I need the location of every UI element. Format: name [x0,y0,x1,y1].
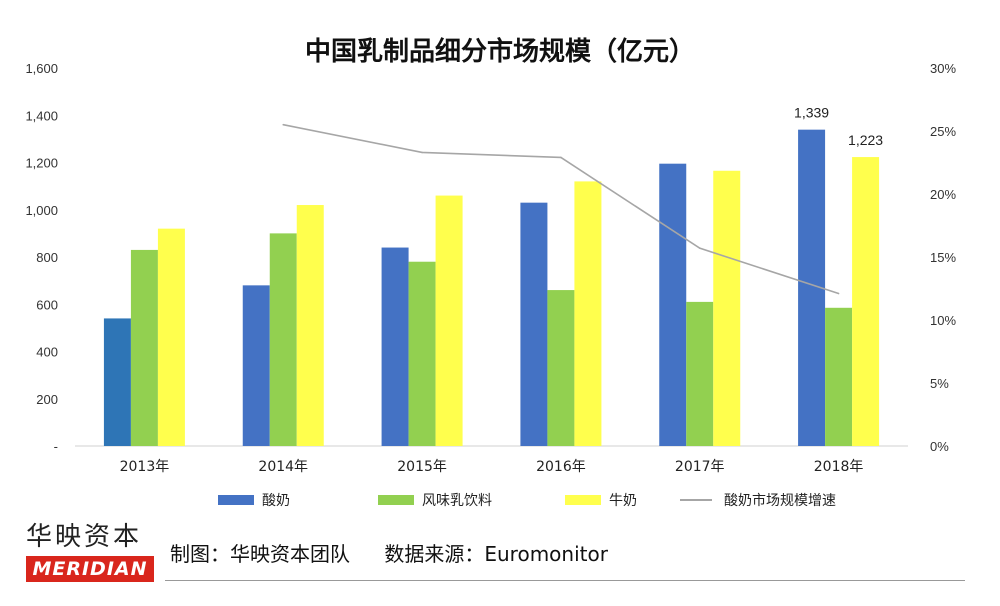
growth-line-point [282,123,285,126]
legend-label: 酸奶市场规模增速 [724,492,836,509]
bar-牛奶-2015年 [435,195,463,446]
y-left-tick-label: 1,400 [25,108,58,123]
growth-line-point [698,247,701,249]
y-right-tick-label: 10% [930,313,956,328]
x-tick-label: 2013年 [120,459,170,475]
y-right-tick-label: 15% [930,250,956,265]
legend-label: 牛奶 [609,493,637,509]
legend-label: 风味乳饮料 [422,493,492,509]
y-left-tick-label: 1,000 [25,203,58,218]
x-tick-label: 2015年 [397,459,447,475]
y-right-tick-label: 25% [930,124,956,139]
bar-酸奶-2014年 [242,285,270,446]
logo-english: MERIDIAN [26,556,154,582]
chart-title: 中国乳制品细分市场规模（亿元） [305,36,695,67]
data-label: 1,339 [794,105,829,121]
bar-风味乳饮料-2016年 [547,290,575,446]
bar-牛奶-2018年 [852,157,880,446]
bar-风味乳饮料-2017年 [686,301,714,446]
x-tick-label: 2016年 [536,459,586,475]
legend: 酸奶 风味乳饮料 牛奶 酸奶市场规模增速 [218,492,836,509]
legend-swatch [218,495,254,505]
bar-风味乳饮料-2018年 [825,307,853,446]
y-right-tick-label: 30% [930,61,956,76]
bar-牛奶-2016年 [574,181,602,446]
y-axis-left: - 200 400 600 800 1,000 1,200 1,400 1,600 [25,61,58,454]
growth-line-point [560,156,562,159]
data-labels: 1,339 1,223 [794,105,883,148]
bar-风味乳饮料-2015年 [408,261,436,446]
meridian-logo: 华映资本 MERIDIAN [26,522,158,582]
y-right-tick-label: 5% [930,376,949,391]
logo-chinese: 华映资本 [26,522,143,552]
bar-牛奶-2017年 [713,170,741,447]
y-left-tick-label: 1,600 [25,61,58,76]
legend-swatch [378,495,414,505]
growth-line [282,123,840,295]
y-right-tick-label: 20% [930,187,956,202]
legend-swatch [565,495,601,505]
x-tick-label: 2014年 [258,459,308,475]
bar-酸奶-2013年 [103,318,131,446]
footer: 制图：华映资本团队 数据来源：Euromonitor [170,538,636,567]
growth-line-point [837,292,840,295]
y-left-tick-label: - [54,439,58,454]
data-label: 1,223 [848,132,883,148]
bar-风味乳饮料-2013年 [130,249,158,446]
bar-牛奶-2013年 [157,228,185,446]
footer-credit: 制图：华映资本团队 [170,542,350,566]
growth-line-path [283,123,839,295]
bars [103,129,880,447]
bar-酸奶-2017年 [659,163,687,446]
y-left-tick-label: 1,200 [25,156,58,171]
legend-label: 酸奶 [262,493,290,509]
y-axis-right: 0% 5% 10% 15% 20% 25% 30% [930,61,956,454]
y-left-tick-label: 600 [36,297,58,312]
bar-酸奶-2016年 [520,202,548,446]
bar-牛奶-2014年 [296,205,324,446]
y-left-tick-label: 200 [36,392,58,407]
x-tick-label: 2017年 [675,459,725,475]
footer-source: 数据来源：Euromonitor [384,542,608,566]
growth-line-point [421,151,423,154]
x-tick-label: 2018年 [814,459,864,475]
bar-酸奶-2015年 [381,247,409,446]
y-left-tick-label: 800 [36,250,58,265]
y-right-tick-label: 0% [930,439,949,454]
bar-风味乳饮料-2014年 [269,233,297,446]
footer-divider [165,580,965,581]
y-left-tick-label: 400 [36,345,58,360]
x-axis: 2013年 2014年 2015年 2016年 2017年 2018年 [75,445,908,475]
